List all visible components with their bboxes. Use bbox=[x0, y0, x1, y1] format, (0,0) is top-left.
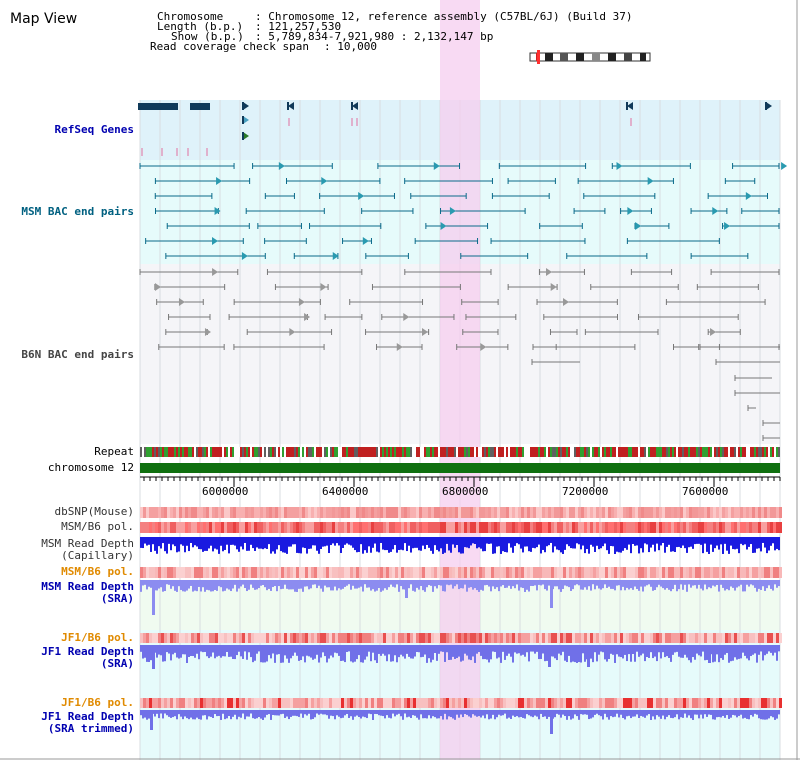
repeat-track bbox=[140, 447, 780, 457]
chromosome-value: : Chromosome 12, reference assembly (C57… bbox=[255, 10, 633, 23]
track-label-jf1-depth-sra-2: (SRA) bbox=[100, 657, 134, 670]
axis-tick-label: 7200000 bbox=[562, 485, 609, 498]
track-label-msm-depth-sra-2: (SRA) bbox=[100, 592, 134, 605]
msm-b6-pol-track bbox=[140, 522, 782, 533]
track-label-jf1-depth-trim-2: (SRA trimmed) bbox=[47, 722, 134, 735]
length-value: : 121,257,530 bbox=[255, 20, 342, 33]
msm-b6-pol-track-2 bbox=[140, 567, 782, 578]
show-label: Show (b.p.) bbox=[171, 30, 244, 43]
position-axis bbox=[140, 476, 781, 487]
page-title: Map View bbox=[10, 11, 78, 27]
refseq-gene-glyphs bbox=[138, 102, 772, 156]
coverage-span-label: Read coverage check span bbox=[150, 40, 309, 53]
track-label-jf1-b6-pol-2[interactable]: JF1/B6 pol. bbox=[61, 696, 134, 709]
jf1-depth-trimmed-track bbox=[140, 710, 780, 734]
axis-tick-label: 7600000 bbox=[682, 485, 729, 498]
track-label-b6n-bac[interactable]: B6N BAC end pairs bbox=[21, 348, 134, 361]
track-label-jf1-depth-sra-1[interactable]: JF1 Read Depth bbox=[41, 645, 134, 658]
track-label-repeat: Repeat bbox=[94, 445, 134, 458]
chromosome-bar bbox=[140, 463, 780, 473]
jf1-b6-pol-track bbox=[140, 633, 782, 643]
track-label-msm-bac[interactable]: MSM BAC end pairs bbox=[21, 205, 134, 218]
track-label-msm-b6-pol[interactable]: MSM/B6 pol. bbox=[61, 520, 134, 533]
jf1-b6-pol-track-2 bbox=[140, 698, 782, 708]
jf1-depth-sra-track bbox=[140, 645, 780, 669]
track-label-msm-depth-sra-1[interactable]: MSM Read Depth bbox=[41, 580, 134, 593]
axis-tick-label: 6800000 bbox=[442, 485, 489, 498]
track-label-msm-depth-cap-1[interactable]: MSM Read Depth bbox=[41, 537, 134, 550]
show-value: : 5,789,834-7,921,980 : 2,132,147 bp bbox=[255, 30, 494, 43]
track-label-jf1-b6-pol[interactable]: JF1/B6 pol. bbox=[61, 631, 134, 644]
b6n-bac-glyphs bbox=[139, 268, 780, 441]
track-label-jf1-depth-trim-1[interactable]: JF1 Read Depth bbox=[41, 710, 134, 723]
axis-tick-label: 6000000 bbox=[202, 485, 249, 498]
chromosome-label: Chromosome bbox=[157, 10, 224, 23]
coverage-span-value: : 10,000 bbox=[324, 40, 377, 53]
msm-depth-sra-track bbox=[140, 580, 780, 615]
track-label-msm-b6-pol-2[interactable]: MSM/B6 pol. bbox=[61, 565, 134, 578]
dbsnp-track bbox=[140, 507, 782, 518]
track-label-chromosome: chromosome 12 bbox=[47, 461, 134, 474]
axis-tick-label: 6400000 bbox=[322, 485, 369, 498]
length-label: Length (b.p.) bbox=[157, 20, 244, 33]
track-label-dbsnp[interactable]: dbSNP(Mouse) bbox=[54, 505, 134, 518]
chromosome-ideogram bbox=[529, 50, 651, 64]
track-label-msm-depth-cap-2: (Capillary) bbox=[61, 549, 134, 562]
msm-bac-glyphs bbox=[139, 162, 788, 260]
track-label-refseq[interactable]: RefSeq Genes bbox=[54, 123, 134, 136]
msm-depth-capillary-track bbox=[140, 537, 780, 554]
